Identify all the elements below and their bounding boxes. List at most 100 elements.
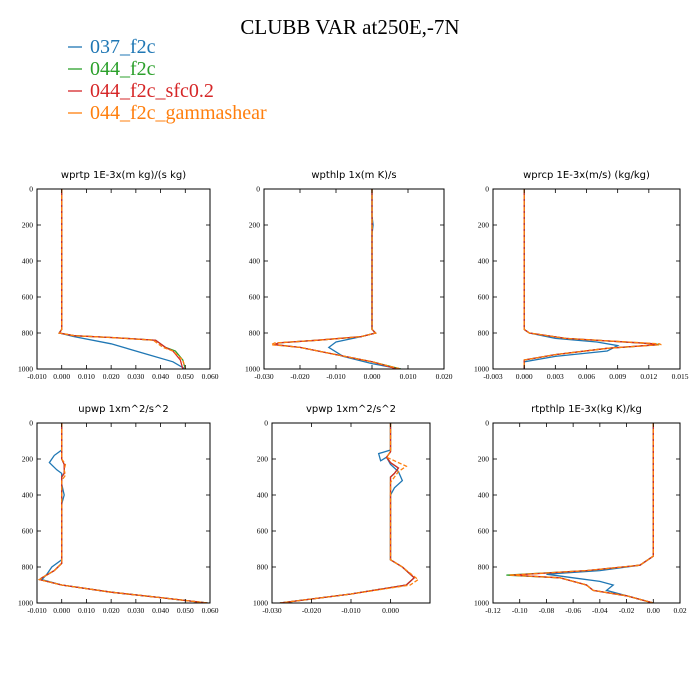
y-tick-label: 400 <box>249 257 261 266</box>
plot-frame <box>492 422 681 604</box>
x-tick-label: 0.020 <box>436 372 453 381</box>
x-tick-label: 0.050 <box>177 606 194 615</box>
y-tick-label: 400 <box>22 257 34 266</box>
chart-panel: wprtp 1E-3x(m kg)/(s kg) -0.010 0.000 0.010… <box>18 170 219 381</box>
series-line-037_f2c <box>546 423 654 603</box>
x-tick-label: 0.020 <box>103 372 120 381</box>
chart-panel: vpwp 1xm^2/s^2 -0.030 -0.020 -0.010 0.000 0 20… <box>253 404 431 615</box>
y-tick-label: 800 <box>478 563 490 572</box>
x-tick-label: -0.10 <box>512 606 528 615</box>
x-tick-label: -0.010 <box>27 606 47 615</box>
y-tick-label: 0 <box>264 419 268 428</box>
x-tick-label: -0.010 <box>27 372 47 381</box>
legend-entry: 044_f2c <box>68 58 156 80</box>
series-line-044_f2c_gammashear <box>523 189 662 369</box>
series-line-044_f2c_gammashear <box>268 189 401 369</box>
y-tick-label: 0 <box>29 419 33 428</box>
x-tick-label: 0.012 <box>640 372 657 381</box>
plot-frame <box>271 422 431 604</box>
legend-label: 037_f2c <box>90 36 156 58</box>
x-tick-label: -0.04 <box>592 606 608 615</box>
series-line-037_f2c <box>327 189 401 369</box>
y-tick-label: 400 <box>22 491 34 500</box>
x-tick-label: -0.010 <box>326 372 346 381</box>
x-tick-label: 0.060 <box>202 606 219 615</box>
series-line-044_f2c_sfc0.2 <box>513 423 654 603</box>
y-tick-label: 400 <box>257 491 269 500</box>
legend-entry: 037_f2c <box>68 36 156 58</box>
legend-label: 044_f2c <box>90 58 156 80</box>
x-tick-label: -0.020 <box>290 372 310 381</box>
x-tick-label: -0.003 <box>483 372 503 381</box>
y-tick-label: 800 <box>478 329 490 338</box>
series-line-044_f2c_sfc0.2 <box>58 189 184 369</box>
panels: wprtp 1E-3x(m kg)/(s kg)-0.010 0.000 0.010… <box>18 170 689 615</box>
plot-frame <box>36 422 211 604</box>
y-tick-label: 0 <box>256 185 260 194</box>
x-tick-label: 0.010 <box>78 606 95 615</box>
x-tick-label: 0.006 <box>578 372 595 381</box>
series-line-044_f2c_gammashear <box>58 189 186 369</box>
legend-label: 044_f2c_gammashear <box>90 102 267 124</box>
legend-entry: 044_f2c_sfc0.2 <box>68 80 214 102</box>
x-tick-label: 0.050 <box>177 372 194 381</box>
plot-frame <box>36 188 211 370</box>
x-tick-label: 0.040 <box>152 372 169 381</box>
x-tick-label: -0.08 <box>539 606 555 615</box>
x-tick-label: -0.06 <box>565 606 581 615</box>
y-tick-label: 200 <box>478 455 490 464</box>
x-tick-label: -0.02 <box>619 606 635 615</box>
y-tick-label: 600 <box>22 527 34 536</box>
series-group <box>37 423 208 603</box>
y-tick-label: 800 <box>257 563 269 572</box>
legend-entry: 044_f2c_gammashear <box>68 102 267 124</box>
x-tick-label: 0.009 <box>609 372 626 381</box>
series-group <box>523 189 662 369</box>
y-tick-label: 600 <box>478 293 490 302</box>
y-tick-label: 1000 <box>474 599 489 608</box>
chart-panel: wprcp 1E-3x(m/s) (kg/kg) -0.003 0.000 0.003… <box>474 170 689 381</box>
x-tick-label: 0.000 <box>382 606 399 615</box>
x-tick-label: 0.030 <box>127 606 144 615</box>
x-tick-label: 0.010 <box>400 372 417 381</box>
x-tick-label: 0.020 <box>103 606 120 615</box>
series-group <box>268 189 401 369</box>
chart-panel: rtpthlp 1E-3x(kg K)/kg -0.12 -0.10 -0.08 -0.… <box>474 404 687 615</box>
series-line-044_f2c_sfc0.2 <box>279 423 416 603</box>
y-tick-label: 200 <box>478 221 490 230</box>
series-group <box>279 423 420 603</box>
y-tick-label: 1000 <box>253 599 268 608</box>
y-tick-label: 1000 <box>245 365 260 374</box>
y-tick-label: 600 <box>249 293 261 302</box>
plot-frame <box>263 188 445 370</box>
series-group <box>506 423 654 603</box>
series-line-044_f2c_gammashear <box>37 423 208 603</box>
chart-panel: upwp 1xm^2/s^2 -0.010 0.000 0.010 0.020 0.030… <box>18 404 219 615</box>
y-tick-label: 200 <box>249 221 261 230</box>
y-tick-label: 0 <box>29 185 33 194</box>
legend: 037_f2c044_f2c044_f2c_sfc0.2044_f2c_gamm… <box>68 36 267 124</box>
y-tick-label: 800 <box>249 329 261 338</box>
y-tick-label: 400 <box>478 257 490 266</box>
series-line-044_f2c_sfc0.2 <box>37 423 208 603</box>
series-line-044_f2c <box>37 423 208 603</box>
y-tick-label: 1000 <box>18 599 33 608</box>
x-tick-label: -0.030 <box>254 372 274 381</box>
x-tick-label: -0.010 <box>341 606 361 615</box>
panel-title: vpwp 1xm^2/s^2 <box>306 404 396 415</box>
x-tick-label: 0.040 <box>152 606 169 615</box>
x-tick-label: 0.000 <box>516 372 533 381</box>
panel-title: wprtp 1E-3x(m kg)/(s kg) <box>61 170 186 181</box>
plot-frame <box>492 188 681 370</box>
series-line-044_f2c <box>279 423 416 603</box>
x-tick-label: 0.000 <box>53 606 70 615</box>
y-tick-label: 600 <box>22 293 34 302</box>
x-tick-label: 0.060 <box>202 372 219 381</box>
y-tick-label: 200 <box>22 455 34 464</box>
y-tick-label: 1000 <box>18 365 33 374</box>
chart-panel: wpthlp 1x(m K)/s -0.030 -0.020 -0.010 0.000 0… <box>245 170 453 381</box>
x-tick-label: 0.00 <box>647 606 660 615</box>
y-tick-label: 0 <box>485 419 489 428</box>
series-line-044_f2c_sfc0.2 <box>523 189 658 369</box>
